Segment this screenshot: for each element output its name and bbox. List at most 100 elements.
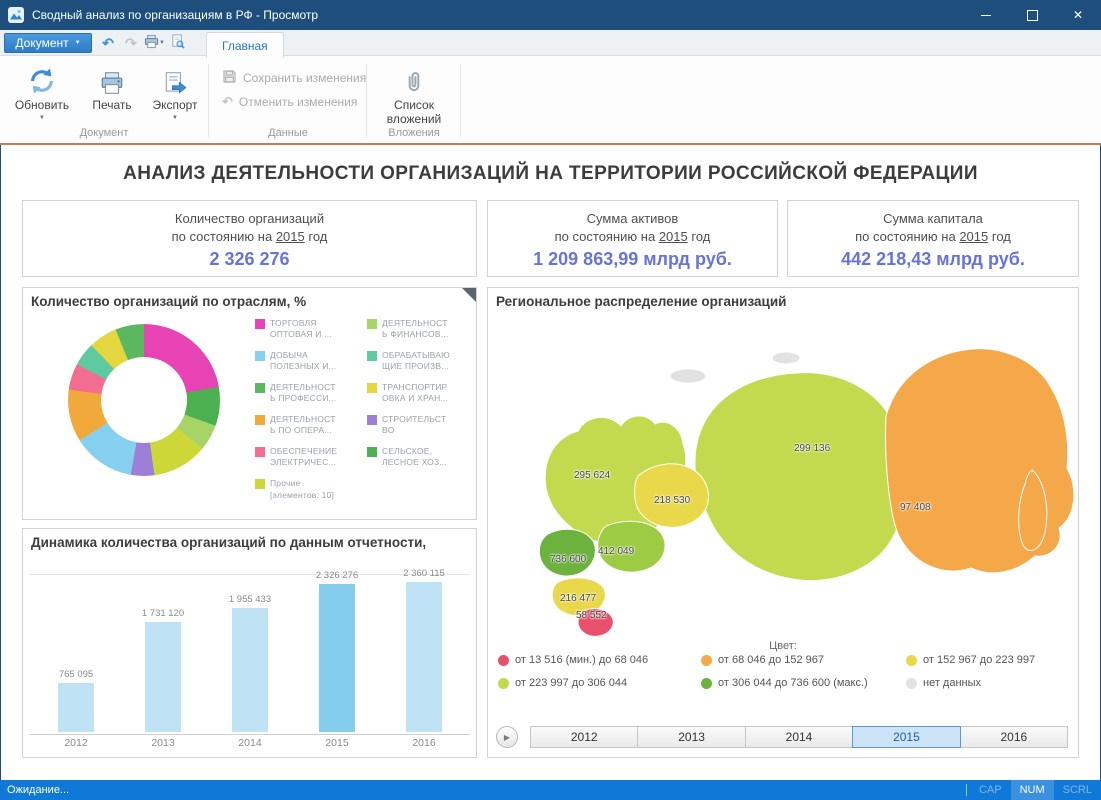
close-button[interactable]: ✕ [1055,0,1101,30]
legend-item: от 223 997 до 306 044 [498,677,701,689]
year-segment[interactable]: 2015 [852,726,961,748]
map-region-fareast[interactable] [885,348,1075,574]
panel-corner-marker[interactable] [462,288,476,302]
map-region-label: 216 477 [560,593,597,604]
legend-label: ТОРГОВЛЯ ОПТОВАЯ И ... [270,318,332,340]
donut-legend-left: ТОРГОВЛЯ ОПТОВАЯ И ... ДОБЫЧА ПОЛЕЗНЫХ И..… [255,318,361,501]
bar-2012[interactable]: 765 095 [36,669,116,732]
refresh-label: Обновить [14,98,70,112]
bar-value-label: 1 731 120 [141,608,185,619]
window-title: Сводный анализ по организациям в РФ - Пр… [32,8,319,22]
bar[interactable] [319,584,355,732]
save-changes-button[interactable]: Сохранить изменения [222,68,366,88]
status-indicators: CAP NUM SCRL [963,780,1101,800]
legend-swatch [255,351,265,362]
legend-label: СЕЛЬСКОЕ, ЛЕСНОЕ ХОЗ... [382,446,447,468]
legend-label: ОБЕСПЕЧЕНИЕ ЭЛЕКТРИЧЕС... [270,446,338,468]
bar-value-label: 2 326 276 [315,570,359,581]
bar-2015[interactable]: 2 326 276 [297,570,377,732]
year-segment[interactable]: 2012 [530,726,639,748]
map-region-island[interactable] [771,351,801,365]
industry-panel-title: Количество организаций по отраслям, % [31,294,307,309]
cancel-changes-button[interactable]: ↶ Отменить изменения [222,92,357,112]
map-region-label: 736 600 [550,554,587,565]
group-separator [208,64,209,137]
app-icon [8,7,24,23]
year-segment[interactable]: 2014 [744,726,854,748]
legend-item: от 68 046 до 152 967 [701,654,906,666]
bar[interactable] [58,683,94,732]
redo-button[interactable]: ↷ [121,33,141,53]
bar-2014[interactable]: 1 955 433 [210,594,290,732]
document-menu-button[interactable]: Документ ▼ [4,33,92,53]
map-region-island[interactable] [669,368,707,384]
paperclip-icon [401,60,427,96]
group-separator [366,64,367,137]
legend-item: нет данных [906,677,981,689]
map-region-siberia[interactable] [694,372,906,582]
map-region-kamchatka[interactable] [1018,469,1048,551]
map-region-green-736600[interactable] [538,528,596,577]
undo-button[interactable]: ↶ [98,33,118,53]
kpi-subtitle-suffix: год [691,229,711,245]
print-quick-button[interactable]: ▼ [144,33,165,53]
map-region-green-412049[interactable] [597,520,666,573]
kpi-subtitle-prefix: по состоянию на [855,229,956,245]
legend-swatch [367,447,377,458]
kpi-subtitle: по состоянию на 2015 год [23,228,476,246]
map-region-label: 295 624 [574,470,611,481]
bar-2016[interactable]: 2 360 115 [384,568,464,732]
legend-item: СЕЛЬСКОЕ, ЛЕСНОЕ ХОЗ... [367,446,473,468]
bar-2013[interactable]: 1 731 120 [123,608,203,732]
legend-label: ОБРАБАТЫВАЮ ЩИЕ ПРОИЗВ... [382,350,450,372]
print-preview-button[interactable] [168,33,188,53]
legend-label: от 68 046 до 152 967 [718,654,825,666]
attachments-label: Список вложений [386,98,442,126]
map-legend-row: от 13 516 (мин.) до 68 046 от 68 046 до … [498,654,1072,666]
bar[interactable] [232,608,268,732]
year-segment[interactable]: 2013 [637,726,746,748]
legend-swatch [367,351,377,362]
kpi-card-org-count: Количество организаций по состоянию на 2… [22,200,477,277]
print-label: Печать [92,98,132,112]
legend-dot [498,677,509,689]
axis-label-2016: 2016 [412,737,436,749]
ribbon-group-attachments: Вложения [388,127,440,139]
legend-swatch [367,383,377,394]
industry-donut-chart[interactable] [68,324,220,476]
russia-map [538,348,1075,637]
toolbar-row: Документ ▼ ↶ ↷ ▼ Главная [0,30,1101,58]
legend-swatch [255,415,265,426]
legend-swatch [255,447,265,458]
print-button[interactable]: Печать [86,60,138,113]
window-controls: ✕ [963,0,1101,30]
export-icon [162,60,188,96]
minimize-button[interactable] [963,0,1009,30]
play-button[interactable]: ▶ [496,726,518,748]
cancel-changes-label: Отменить изменения [238,95,358,109]
year-segment[interactable]: 2016 [959,726,1069,748]
attachments-button[interactable]: Список вложений [376,60,452,127]
refresh-button[interactable]: Обновить ▼ [10,60,74,121]
bar[interactable] [145,622,181,732]
export-label: Экспорт [152,98,198,112]
map-region-red-58552[interactable] [577,608,614,637]
refresh-icon [27,60,57,96]
bar-value-label: 765 095 [58,669,94,680]
legend-label: от 223 997 до 306 044 [515,677,628,689]
export-button[interactable]: Экспорт ▼ [146,60,204,121]
tab-home[interactable]: Главная [206,32,284,58]
maximize-button[interactable] [1009,0,1055,30]
printer-icon [99,60,125,96]
ribbon: Обновить ▼ Печать Экспорт ▼ Документ Сох… [0,56,1101,145]
legend-item: ДЕЯТЕЛЬНОСТ Ь ПО ОПЕРА... [255,414,361,436]
redo-icon: ↷ [125,34,137,51]
legend-swatch [367,319,377,329]
map-region-volga[interactable] [634,463,709,528]
bar[interactable] [406,582,442,732]
statusbar-indicator: CAP [978,784,1002,796]
legend-label: от 306 044 до 736 600 (макс.) [718,677,868,689]
kpi-card-assets: Сумма активов по состоянию на 2015 год 1… [487,200,778,277]
legend-item: ТРАНСПОРТИР ОВКА И ХРАН... [367,382,473,404]
